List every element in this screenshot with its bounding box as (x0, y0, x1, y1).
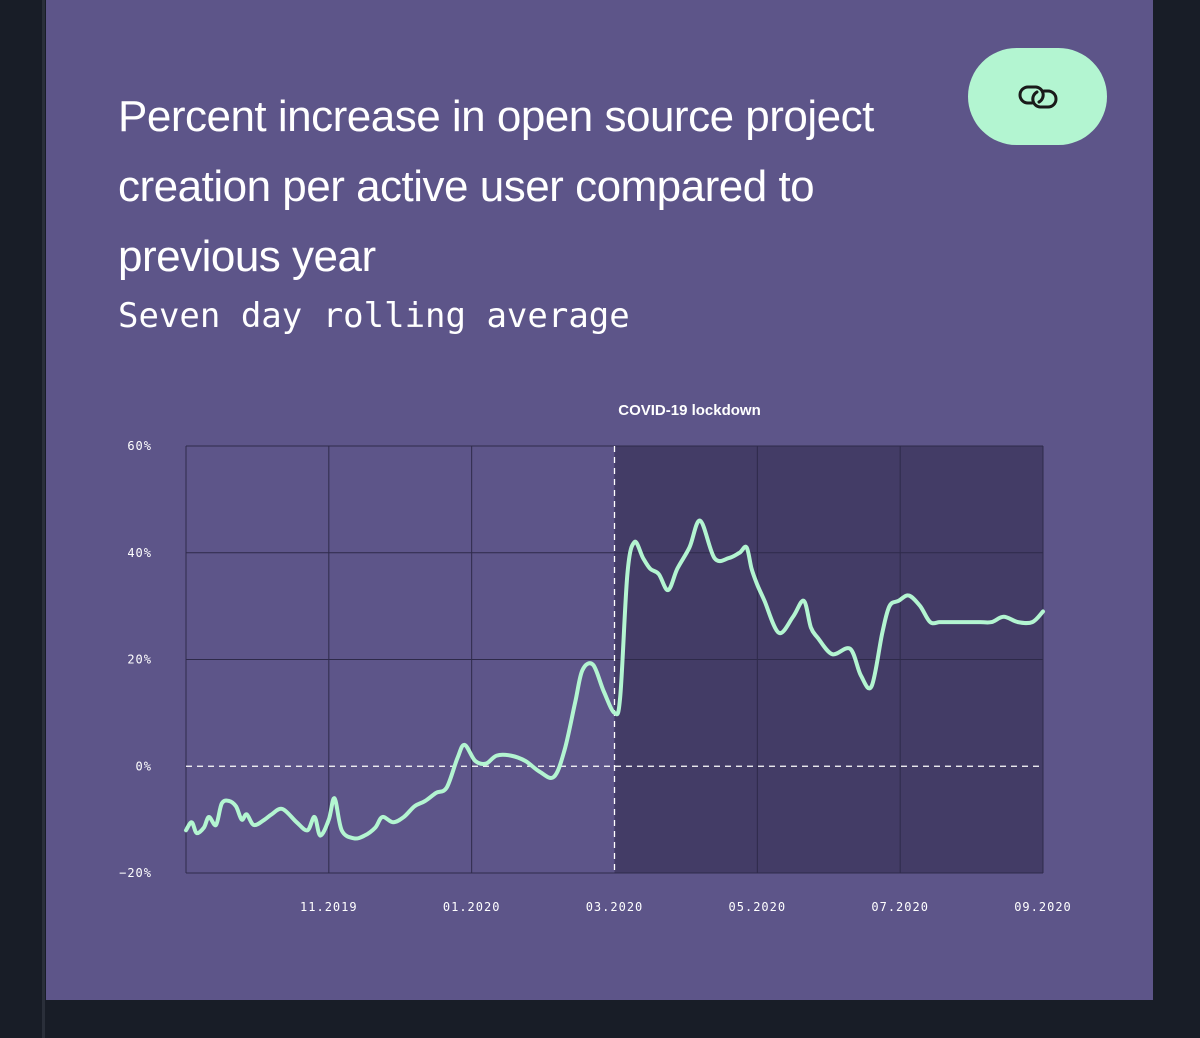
chart-title: Percent increase in open source project … (118, 92, 874, 281)
chart-card: Percent increase in open source project … (46, 0, 1153, 1000)
line-chart: COVID-19 lockdown 60% 40% 20% 0% −20% 11.2019 0… (119, 402, 1072, 914)
y-tick-label: 60% (127, 439, 152, 453)
x-tick-label: 03.2020 (586, 900, 644, 914)
x-tick-label: 09.2020 (1014, 900, 1072, 914)
y-tick-label: −20% (119, 866, 152, 880)
chart-subtitle: Seven day rolling average (118, 296, 630, 336)
series-line (184, 518, 1045, 841)
link-icon (1018, 85, 1057, 108)
y-tick-label: 40% (127, 546, 152, 560)
x-tick-label: 01.2020 (443, 900, 501, 914)
x-tick-label: 05.2020 (729, 900, 787, 914)
lockdown-annotation-label: COVID-19 lockdown (618, 402, 761, 419)
y-tick-label: 20% (127, 653, 152, 667)
copy-link-button[interactable] (968, 48, 1107, 145)
x-tick-label: 11.2019 (300, 900, 358, 914)
x-tick-label: 07.2020 (871, 900, 929, 914)
window-edge (42, 0, 45, 1038)
y-tick-label: 0% (136, 759, 152, 773)
